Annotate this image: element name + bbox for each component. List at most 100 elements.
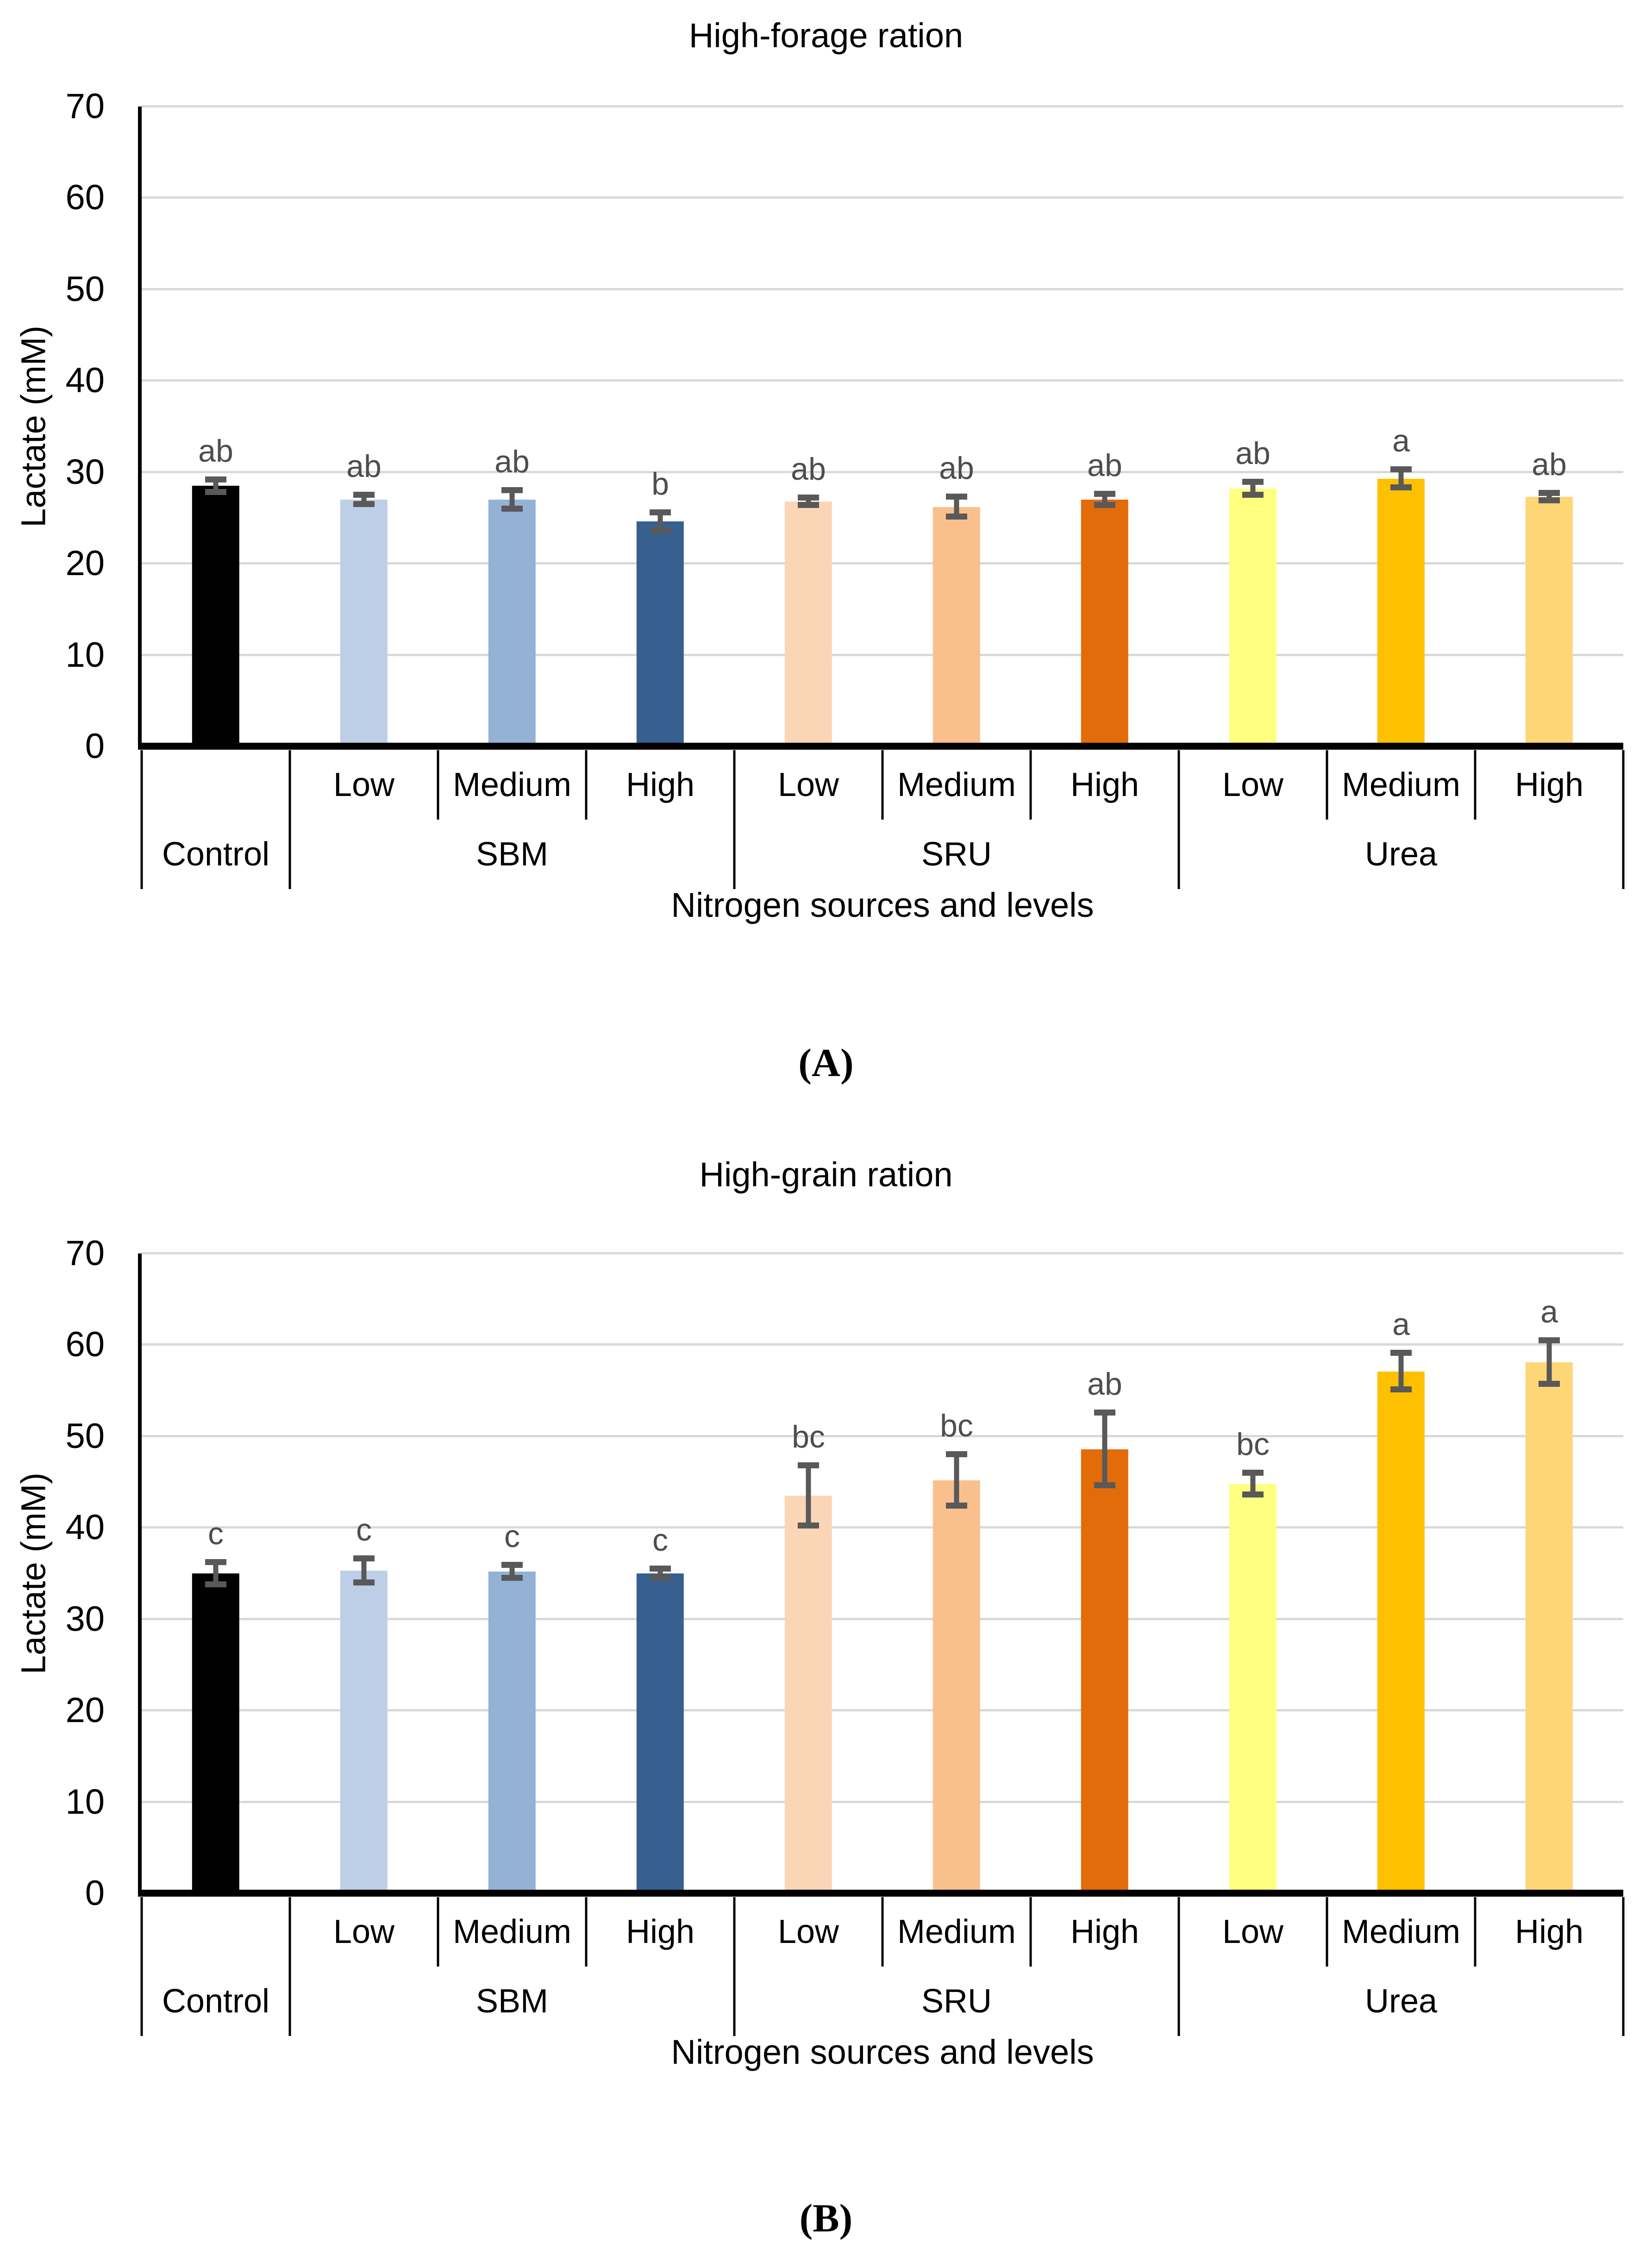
level-label: High bbox=[1070, 766, 1139, 803]
bar-sbm-low bbox=[340, 1571, 388, 1893]
plot-area: ab ab ab b ab ab ab ab a ab bbox=[138, 105, 1623, 750]
error-bar-cap-bottom bbox=[946, 514, 967, 520]
error-bar-stem bbox=[1546, 493, 1552, 501]
significance-letter: ab bbox=[1087, 448, 1122, 483]
y-axis-ticks: 0 10 20 30 40 50 60 70 bbox=[0, 1236, 121, 1911]
group-label: SBM bbox=[476, 1983, 549, 2020]
bar-slot: c bbox=[142, 1253, 290, 1893]
table-group-divider bbox=[140, 750, 143, 889]
table-level-divider bbox=[585, 750, 588, 820]
bar-slot: c bbox=[438, 1253, 586, 1893]
error-bar-cap-bottom bbox=[205, 489, 226, 495]
level-label: Medium bbox=[897, 766, 1016, 803]
error-bar-cap-top bbox=[1094, 1409, 1115, 1416]
bar-slot: bc bbox=[1179, 1253, 1327, 1893]
bar-slot: a bbox=[1327, 107, 1475, 746]
bar-control bbox=[192, 486, 240, 746]
table-level-divider bbox=[437, 1897, 439, 1967]
chart-title: High-forage ration bbox=[688, 16, 964, 55]
group-label: SRU bbox=[921, 836, 992, 873]
table-group-divider bbox=[1622, 1897, 1625, 2036]
error-bar-cap-top bbox=[353, 1555, 375, 1562]
table-group-divider bbox=[288, 1897, 291, 2036]
bar-sbm-medium bbox=[488, 1572, 536, 1893]
error-bar-stem bbox=[361, 495, 367, 504]
significance-letter: a bbox=[1392, 1307, 1410, 1342]
error-bar-cap-top bbox=[946, 494, 967, 500]
error-bar-cap-bottom bbox=[205, 1581, 226, 1587]
bar-slot: ab bbox=[1031, 107, 1179, 746]
error-bar-stem bbox=[954, 497, 959, 517]
bar-urea-low bbox=[1229, 1484, 1277, 1893]
gridline bbox=[142, 1526, 1623, 1529]
significance-letter: a bbox=[1392, 423, 1410, 458]
group-label: Urea bbox=[1364, 836, 1438, 873]
chart-title: High-grain ration bbox=[699, 1155, 953, 1194]
y-tick-label: 70 bbox=[65, 87, 105, 126]
bar-slot: ab bbox=[290, 107, 438, 746]
error-bar-cap-top bbox=[353, 492, 375, 498]
y-tick-label: 50 bbox=[65, 269, 105, 309]
y-tick-label: 10 bbox=[65, 635, 105, 675]
error-bar-cap-top bbox=[798, 495, 819, 501]
error-bar-cap-top bbox=[501, 1562, 523, 1568]
significance-letter: bc bbox=[940, 1408, 973, 1444]
level-label: Low bbox=[1222, 766, 1284, 803]
error-bar-cap-bottom bbox=[946, 1502, 967, 1509]
table-level-divider bbox=[437, 750, 439, 820]
bar-sbm-high bbox=[636, 521, 684, 746]
error-bar-stem bbox=[1398, 469, 1404, 488]
error-bar-stem bbox=[509, 1565, 515, 1578]
category-table: Low Medium High Low Medium High Low Medium High C… bbox=[140, 1897, 1625, 2036]
error-bar-stem bbox=[657, 512, 663, 531]
level-label: Medium bbox=[1341, 1913, 1461, 1950]
significance-letter: ab bbox=[1235, 436, 1270, 471]
gridline bbox=[142, 653, 1623, 656]
gridline bbox=[142, 379, 1623, 382]
bar-sru-medium bbox=[932, 507, 981, 746]
significance-letter: ab bbox=[791, 451, 826, 487]
bar-slot: ab bbox=[1031, 1253, 1179, 1893]
y-tick-label: 20 bbox=[65, 544, 105, 583]
error-bar-stem bbox=[806, 1466, 811, 1526]
bar-sru-high bbox=[1081, 1449, 1129, 1893]
y-tick-label: 40 bbox=[65, 361, 105, 401]
error-bar-stem bbox=[1546, 1340, 1552, 1385]
bar-slot: ab bbox=[438, 107, 586, 746]
table-level-divider bbox=[1029, 1897, 1032, 1967]
error-bar-cap-bottom bbox=[650, 527, 671, 534]
bar-sru-medium bbox=[932, 1480, 981, 1893]
significance-letter: b bbox=[651, 466, 669, 501]
error-bar-cap-bottom bbox=[1390, 1386, 1412, 1393]
error-bar-cap-bottom bbox=[1390, 484, 1412, 491]
significance-letter: ab bbox=[346, 449, 382, 484]
panel-letter: (A) bbox=[798, 1040, 854, 1085]
y-axis-ticks: 0 10 20 30 40 50 60 70 bbox=[0, 89, 121, 764]
significance-letter: ab bbox=[494, 444, 530, 480]
error-bar-stem bbox=[1102, 1412, 1108, 1486]
error-bar-cap-top bbox=[1094, 491, 1115, 497]
error-bar-cap-bottom bbox=[798, 501, 819, 508]
error-bar-stem bbox=[1398, 1353, 1404, 1390]
y-tick-label: 40 bbox=[65, 1508, 105, 1548]
level-label: High bbox=[1514, 1913, 1584, 1950]
significance-letter: ab bbox=[198, 433, 233, 469]
error-bar-stem bbox=[1102, 494, 1108, 505]
gridline bbox=[142, 1617, 1623, 1620]
error-bar-cap-bottom bbox=[1094, 1482, 1115, 1489]
table-level-divider bbox=[1326, 1897, 1328, 1967]
error-bar-cap-top bbox=[798, 1462, 819, 1469]
table-group-divider bbox=[733, 1897, 736, 2036]
panel-b: High-grain ration Lactate (mM) 0 10 20 30 40… bbox=[0, 1122, 1652, 2243]
bar-slot: a bbox=[1475, 1253, 1623, 1893]
gridline bbox=[142, 1343, 1623, 1346]
error-bar-stem bbox=[509, 490, 515, 509]
bar-slot: bc bbox=[882, 1253, 1031, 1893]
significance-letter: ab bbox=[1087, 1366, 1122, 1402]
level-label: Medium bbox=[452, 1913, 572, 1950]
bar-slot: c bbox=[586, 1253, 734, 1893]
bar-urea-medium bbox=[1377, 1371, 1425, 1893]
table-level-divider bbox=[881, 1897, 884, 1967]
error-bar-cap-top bbox=[205, 476, 226, 482]
significance-letter: a bbox=[1540, 1294, 1558, 1329]
